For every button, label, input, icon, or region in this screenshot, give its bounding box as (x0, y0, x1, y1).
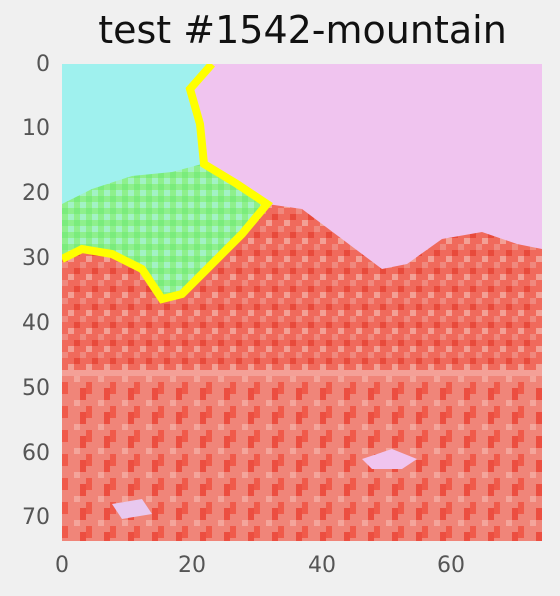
trees-green-region (62, 164, 262, 299)
y-tick-50: 50 (22, 376, 50, 401)
x-tick-0: 0 (55, 553, 69, 578)
water-reflection-light (362, 449, 417, 469)
segmentation-image (62, 64, 542, 541)
y-tick-0: 0 (36, 52, 50, 77)
y-tick-20: 20 (22, 181, 50, 206)
x-tick-40: 40 (308, 553, 336, 578)
y-tick-40: 40 (22, 311, 50, 336)
mountain-red-region (62, 204, 542, 374)
y-tick-10: 10 (22, 116, 50, 141)
y-tick-30: 30 (22, 246, 50, 271)
x-tick-20: 20 (178, 553, 206, 578)
boundary-line (62, 64, 273, 304)
x-tick-60: 60 (437, 553, 465, 578)
image-panel (62, 64, 542, 541)
y-tick-70: 70 (22, 505, 50, 530)
water-reflection-light-2 (112, 499, 152, 519)
horizon-line (62, 370, 542, 376)
figure-title: test #1542-mountain (98, 8, 507, 52)
y-tick-60: 60 (22, 441, 50, 466)
